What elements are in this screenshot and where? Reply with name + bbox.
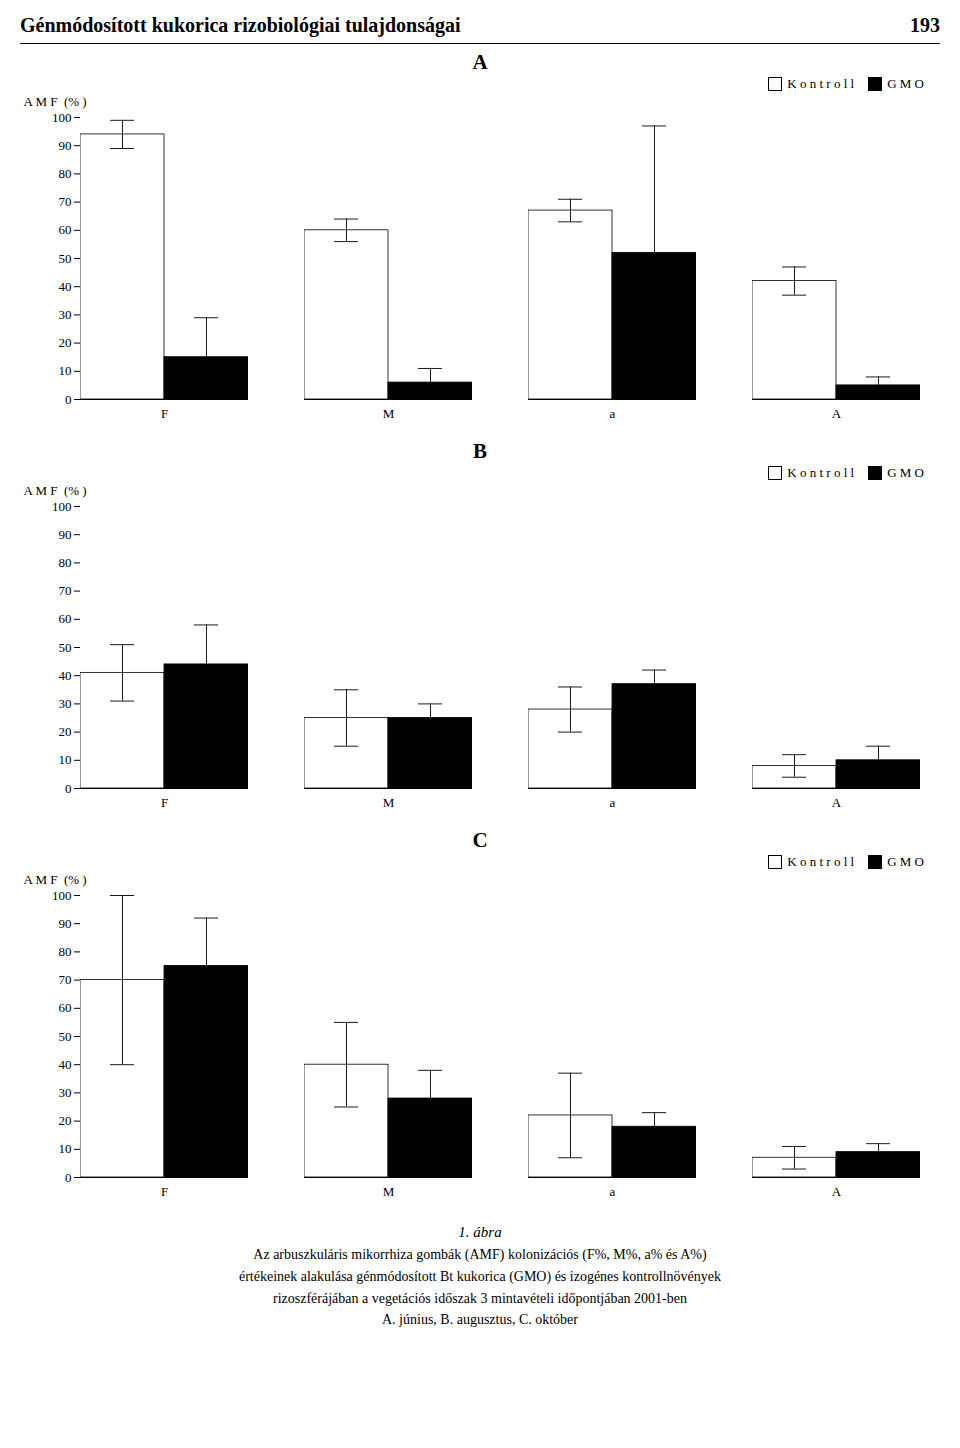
svg-text:30: 30 bbox=[59, 696, 72, 711]
svg-text:F: F bbox=[161, 1184, 168, 1199]
svg-text:0: 0 bbox=[65, 781, 72, 796]
svg-text:10: 10 bbox=[59, 363, 72, 378]
svg-text:A M F (% ): A M F (% ) bbox=[24, 872, 87, 887]
html-text:C: C bbox=[472, 828, 488, 852]
svg-text:60: 60 bbox=[59, 222, 72, 237]
svg-text:70: 70 bbox=[59, 972, 72, 987]
svg-text:40: 40 bbox=[59, 279, 72, 294]
html-text:G M O: G M O bbox=[887, 76, 924, 91]
svg-text:40: 40 bbox=[59, 1057, 72, 1072]
svg-text:a: a bbox=[610, 795, 616, 810]
html-text:A: A bbox=[472, 50, 488, 74]
html-text:rizoszférájában a vegetációs i: rizoszférájában a vegetációs időszak 3 m… bbox=[273, 1290, 687, 1306]
svg-text:10: 10 bbox=[59, 1141, 72, 1156]
svg-text:90: 90 bbox=[59, 138, 72, 153]
svg-text:0: 0 bbox=[65, 392, 72, 407]
svg-text:30: 30 bbox=[59, 1085, 72, 1100]
svg-text:80: 80 bbox=[59, 166, 72, 181]
svg-text:A: A bbox=[832, 1184, 842, 1199]
html-text:Génmódosított kukorica rizobio: Génmódosított kukorica rizobiológiai tul… bbox=[20, 14, 461, 36]
svg-text:60: 60 bbox=[59, 1000, 72, 1015]
svg-text:50: 50 bbox=[59, 251, 72, 266]
svg-text:70: 70 bbox=[59, 583, 72, 598]
svg-text:30: 30 bbox=[59, 307, 72, 322]
svg-text:0: 0 bbox=[65, 1170, 72, 1185]
html-text:G M O: G M O bbox=[887, 854, 924, 869]
svg-text:50: 50 bbox=[59, 1029, 72, 1044]
svg-text:20: 20 bbox=[59, 335, 72, 350]
svg-text:A M F (% ): A M F (% ) bbox=[24, 483, 87, 498]
html-text:193: 193 bbox=[910, 14, 940, 36]
svg-text:50: 50 bbox=[59, 640, 72, 655]
svg-text:40: 40 bbox=[59, 668, 72, 683]
html-text:értékeinek alakulása génmódosí: értékeinek alakulása génmódosított Bt ku… bbox=[239, 1268, 721, 1284]
svg-text:M: M bbox=[383, 1184, 395, 1199]
html-text:A. június, B. augusztus, C. ok: A. június, B. augusztus, C. október bbox=[382, 1312, 578, 1328]
html-text:B: B bbox=[473, 439, 487, 463]
svg-text:90: 90 bbox=[59, 916, 72, 931]
svg-text:100: 100 bbox=[52, 888, 72, 903]
svg-text:M: M bbox=[383, 406, 395, 421]
svg-text:A: A bbox=[832, 795, 842, 810]
svg-text:20: 20 bbox=[59, 1113, 72, 1128]
svg-text:80: 80 bbox=[59, 555, 72, 570]
svg-text:F: F bbox=[161, 406, 168, 421]
html-text:1. ábra: 1. ábra bbox=[458, 1224, 502, 1240]
html-text:Az arbuszkuláris mikorrhiza go: Az arbuszkuláris mikorrhiza gombák (AMF)… bbox=[253, 1247, 707, 1263]
svg-text:80: 80 bbox=[59, 944, 72, 959]
html-text:K o n t r o l l: K o n t r o l l bbox=[787, 854, 855, 869]
svg-text:A: A bbox=[832, 406, 842, 421]
html-text:K o n t r o l l: K o n t r o l l bbox=[787, 465, 855, 480]
svg-text:F: F bbox=[161, 795, 168, 810]
html-text:K o n t r o l l: K o n t r o l l bbox=[787, 76, 855, 91]
svg-text:70: 70 bbox=[59, 194, 72, 209]
svg-text:a: a bbox=[610, 1184, 616, 1199]
svg-text:10: 10 bbox=[59, 752, 72, 767]
html-text:G M O: G M O bbox=[887, 465, 924, 480]
svg-text:100: 100 bbox=[52, 499, 72, 514]
svg-text:60: 60 bbox=[59, 611, 72, 626]
svg-text:20: 20 bbox=[59, 724, 72, 739]
svg-text:A M F (% ): A M F (% ) bbox=[24, 94, 87, 109]
svg-text:90: 90 bbox=[59, 527, 72, 542]
svg-text:a: a bbox=[610, 406, 616, 421]
svg-text:100: 100 bbox=[52, 110, 72, 125]
svg-text:M: M bbox=[383, 795, 395, 810]
